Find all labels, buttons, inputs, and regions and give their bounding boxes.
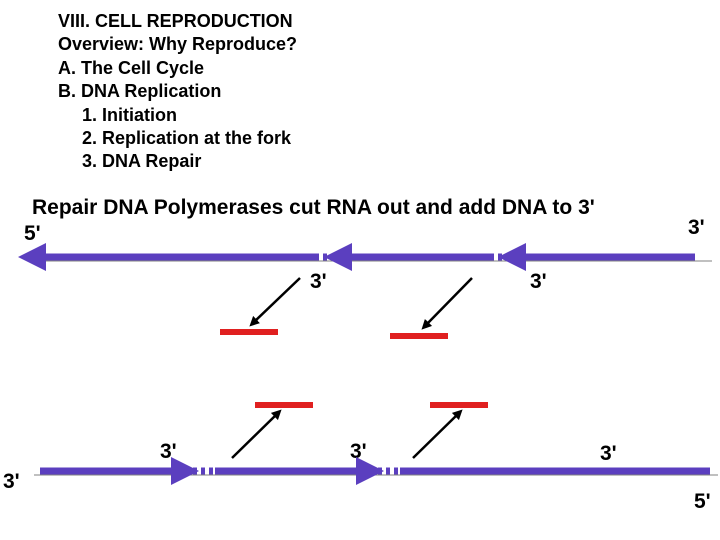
replication-diagram [0, 0, 720, 540]
